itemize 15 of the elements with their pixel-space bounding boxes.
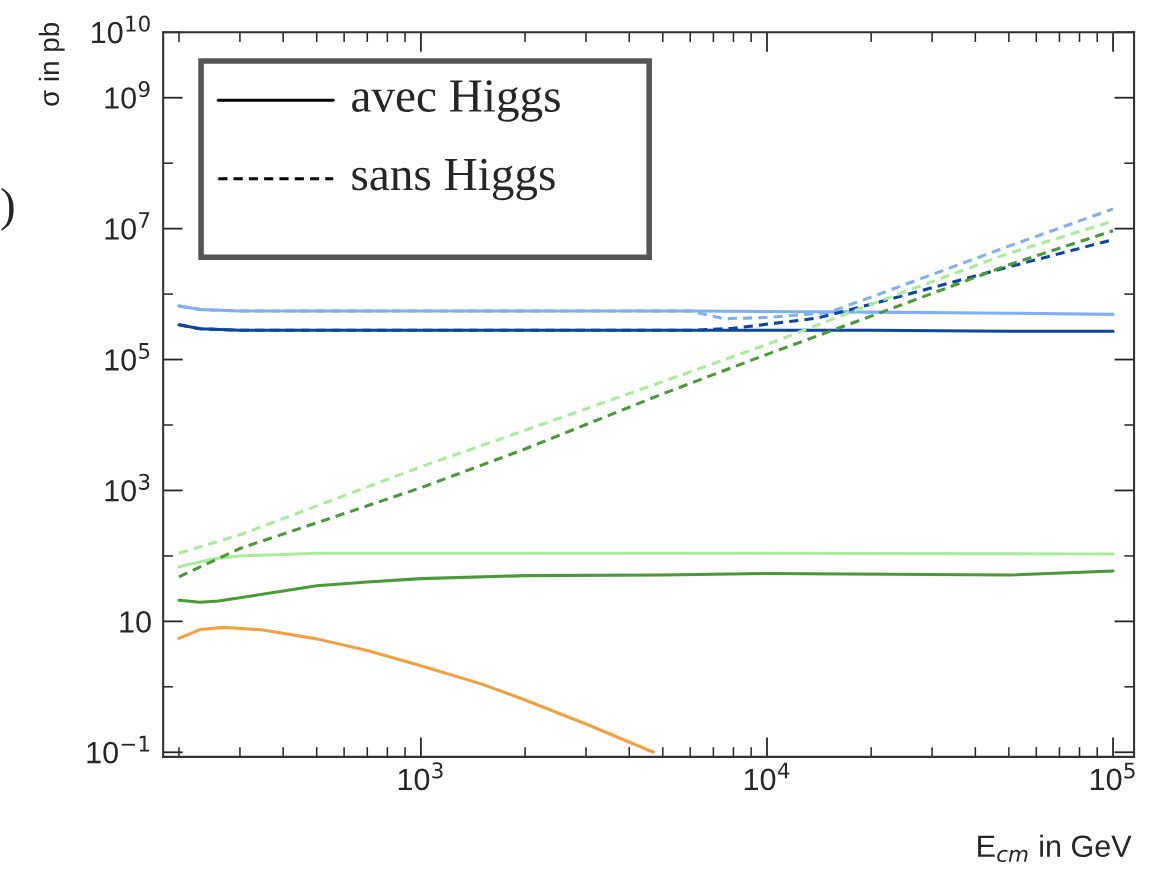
annotation: avec Higgs — [352, 80, 560, 122]
x-tick-label: 10$^{4}$ — [744, 762, 790, 791]
y-tick-label: 10$^{7}$ — [105, 212, 150, 240]
y-tick-label: 10$^{5}$ — [105, 343, 150, 371]
y-tick-label: 10 — [120, 611, 151, 633]
x-axis-title: E$_{cm}$ in GeV — [978, 834, 1132, 863]
x-tick-label: 10$^{3}$ — [398, 762, 443, 791]
x-tick-label: 10$^{5}$ — [1090, 762, 1135, 791]
y-tick-label: 10$^{10}$ — [92, 15, 150, 44]
y-tick-label: 10$^{9}$ — [105, 80, 150, 109]
y-tick-label: 10$^{3}$ — [105, 473, 150, 502]
y-tick-label: 10$^{−1}$ — [87, 735, 149, 764]
y-axis-title: σ in pb — [38, 22, 65, 106]
text: ) — [1, 187, 14, 231]
annotation: sans Higgs — [352, 158, 555, 201]
